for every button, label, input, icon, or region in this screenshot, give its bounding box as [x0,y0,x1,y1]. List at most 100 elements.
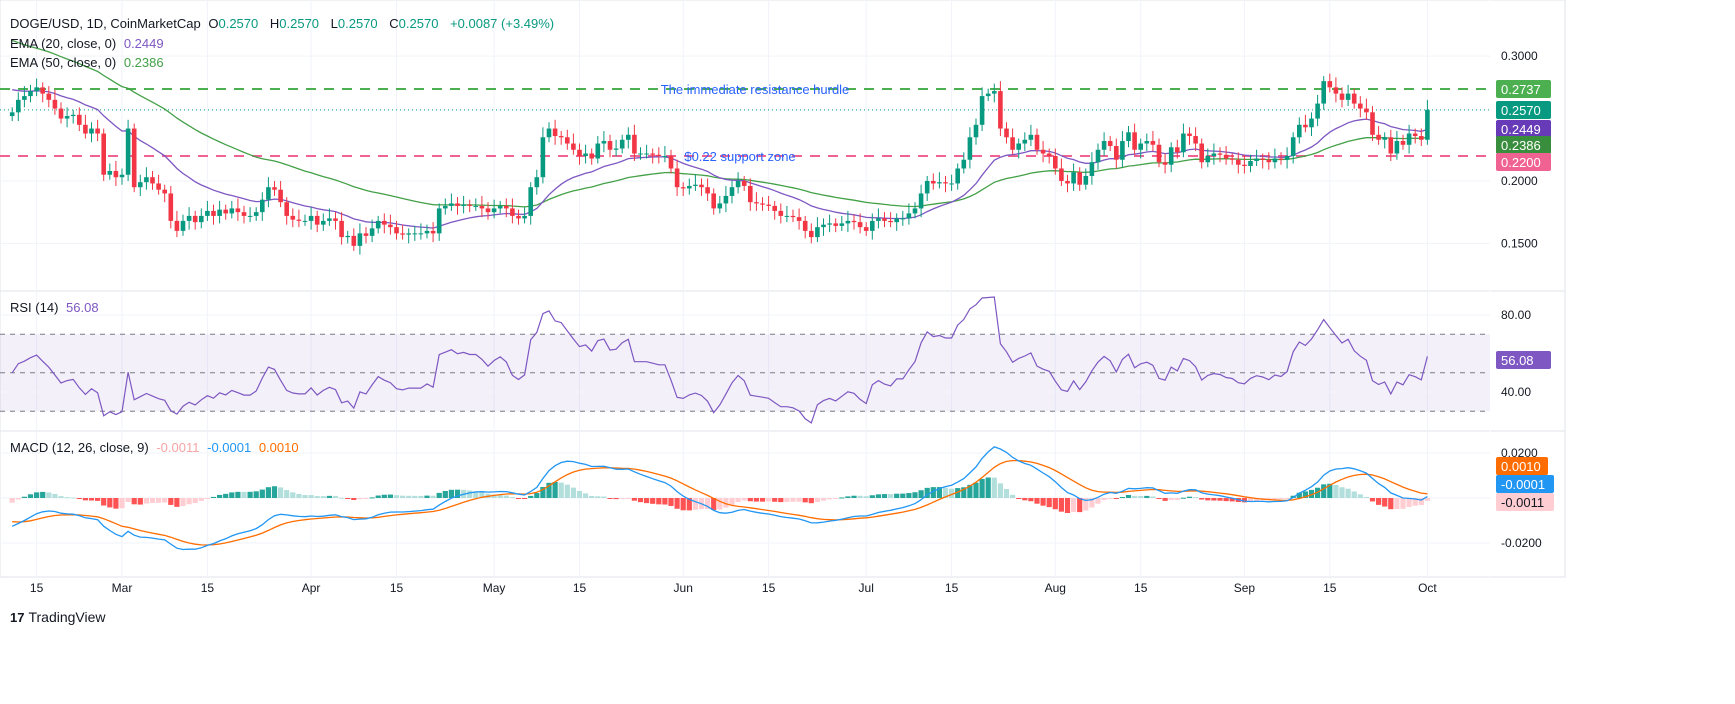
macd-histogram-bar [509,497,515,499]
candle [1150,141,1156,145]
macd-histogram-bar [985,477,991,498]
macd-histogram-bar [357,498,363,500]
macd-histogram-bar [900,493,906,498]
candle [1376,134,1381,140]
macd-histogram-bar [717,498,723,510]
macd-last-label: -0.0001 [1501,477,1545,492]
price-label-bg [1496,101,1551,119]
candle [668,156,674,169]
candle [388,224,393,228]
candle [217,209,222,216]
candle [1016,143,1021,150]
macd-histogram-bar [1150,496,1156,498]
candle [443,205,448,209]
candle [937,182,942,184]
price-label: 0.2449 [1501,122,1541,137]
macd-histogram-bar [680,498,686,511]
macd-histogram-bar [192,498,198,504]
candle [284,202,289,216]
candle [101,133,106,175]
price-label: 0.2200 [1501,155,1541,170]
x-tick-label: 15 [762,581,776,595]
candle [1406,133,1412,145]
macd-histogram-bar [1302,491,1308,498]
candle [882,218,887,221]
candle [571,143,576,150]
candle [699,184,704,188]
candle [1297,124,1302,138]
candle [851,220,857,223]
candle [955,168,960,184]
macd-histogram-bar [839,497,845,499]
macd-histogram-bar [1376,498,1382,505]
candle [784,215,790,217]
candle [1278,158,1284,160]
macd-histogram-bar [570,487,576,498]
macd-histogram-bar [247,491,253,498]
candle [967,137,973,160]
macd-histogram-bar [162,498,168,503]
candle [131,128,137,188]
candle [528,187,533,216]
macd-histogram-bar [1369,498,1376,502]
macd-histogram-bar [418,495,424,498]
macd-tick-label: -0.0200 [1501,536,1542,550]
macd-histogram-bar [1113,498,1119,499]
macd-histogram-bar [497,494,503,498]
candle [1260,158,1265,160]
macd-histogram-bar [692,498,698,510]
macd-histogram-bar [1406,498,1412,507]
macd-signal-line [12,459,1428,546]
candle [260,199,265,213]
rsi-legend[interactable]: RSI (14) 56.08 [10,300,103,315]
candle [1162,162,1168,165]
candle [186,215,192,221]
macd-histogram-bar [583,493,589,498]
candle [461,204,466,206]
candle [345,235,350,238]
candle [1010,137,1015,150]
candle [278,189,283,203]
macd-histogram-bar [1333,484,1339,498]
candle [1254,158,1259,161]
candle [949,183,954,185]
candle [729,187,735,196]
macd-histogram-bar [1254,498,1260,501]
macd-last-label-bg [1496,475,1554,493]
candle [1107,141,1113,147]
macd-legend[interactable]: MACD (12, 26, close, 9) -0.0011 -0.0001 … [10,440,303,455]
macd-histogram-bar [381,494,387,498]
candle [534,177,540,188]
macd-histogram-bar [1199,498,1205,500]
candle [1101,141,1107,150]
ema50-legend[interactable]: EMA (50, close, 0) 0.2386 [10,55,168,70]
macd-histogram-bar [180,498,186,507]
macd-histogram-bar [808,498,814,504]
candle [357,233,363,246]
candle [199,215,204,223]
macd-histogram-bar [888,494,894,498]
ema20-legend[interactable]: EMA (20, close, 0) 0.2449 [10,36,168,51]
macd-histogram-bar [1339,487,1345,498]
macd-histogram-bar [198,498,204,501]
price-label-bg [1496,153,1551,171]
macd-histogram-bar [1363,496,1369,498]
macd-histogram-bar [125,498,131,502]
candle [1205,156,1211,163]
candle [113,170,119,178]
macd-histogram-bar [412,495,418,498]
macd-histogram-bar [967,484,973,498]
candle [327,218,332,221]
candle [900,218,906,220]
candle [144,177,149,183]
macd-histogram-bar [393,495,400,498]
macd-line [11,446,1428,551]
candle [674,168,680,188]
ohlc-open: O0.2570 [208,16,262,31]
chart-border [0,0,1566,578]
macd-histogram-bar [1162,498,1168,501]
macd-histogram-bar [1400,498,1406,509]
tradingview-logo[interactable]: 17 TradingView [10,609,106,625]
candle [583,153,588,156]
